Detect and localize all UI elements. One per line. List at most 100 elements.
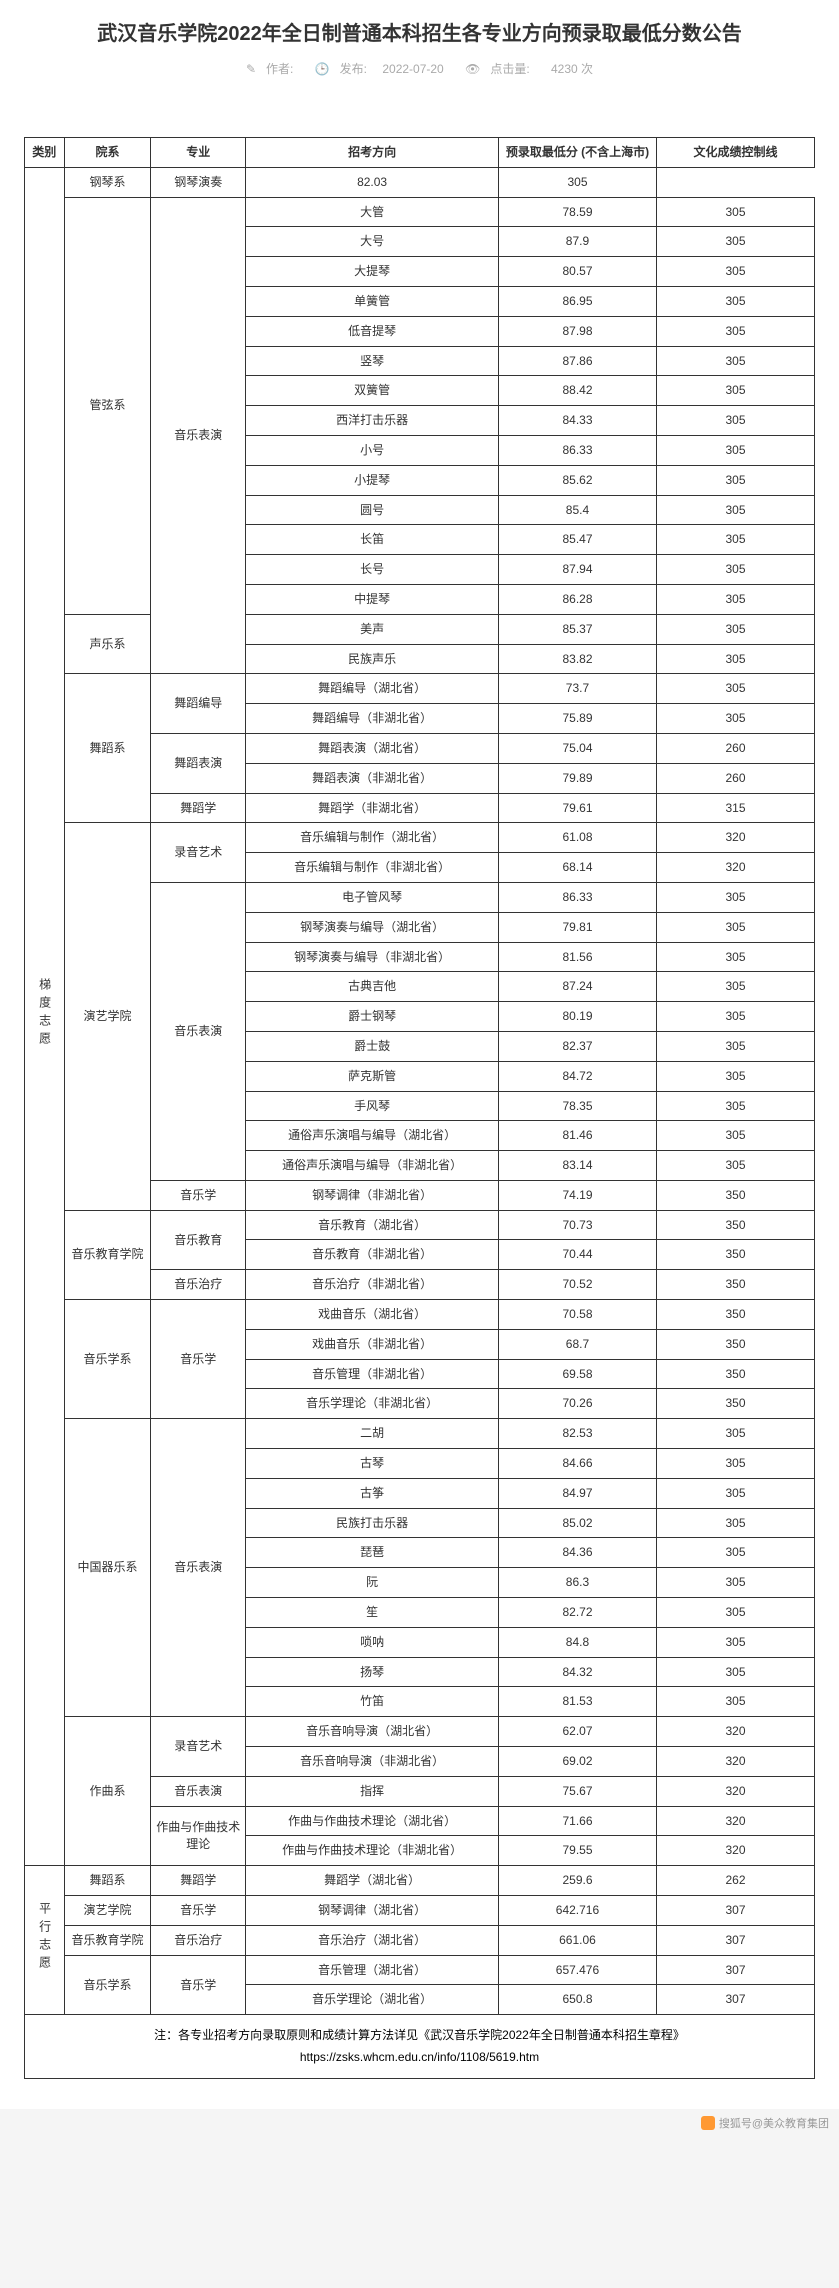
cell-line: 305 xyxy=(656,1627,814,1657)
cell-direction: 民族打击乐器 xyxy=(246,1508,499,1538)
cell-direction: 舞蹈编导（湖北省） xyxy=(246,674,499,704)
cell-dept: 音乐教育学院 xyxy=(64,1925,151,1955)
cell-line: 320 xyxy=(656,853,814,883)
cell-direction: 双簧管 xyxy=(246,376,499,406)
cell-dept: 中国器乐系 xyxy=(64,1419,151,1717)
cell-direction: 爵士鼓 xyxy=(246,1031,499,1061)
cell-direction: 音乐教育（非湖北省） xyxy=(246,1240,499,1270)
cell-direction: 单簧管 xyxy=(246,286,499,316)
cell-direction: 大提琴 xyxy=(246,257,499,287)
cell-score: 84.72 xyxy=(498,1061,656,1091)
cell-direction: 古典吉他 xyxy=(246,972,499,1002)
cell-score: 74.19 xyxy=(498,1180,656,1210)
cell-dept: 音乐学系 xyxy=(64,1300,151,1419)
cell-direction: 通俗声乐演唱与编导（湖北省） xyxy=(246,1121,499,1151)
cell-score: 70.26 xyxy=(498,1389,656,1419)
cell-direction: 小提琴 xyxy=(246,465,499,495)
cell-direction: 音乐管理（湖北省） xyxy=(246,1955,499,1985)
cell-direction: 长号 xyxy=(246,555,499,585)
cell-score: 650.8 xyxy=(498,1985,656,2015)
cell-line: 350 xyxy=(656,1359,814,1389)
cell-score: 70.58 xyxy=(498,1300,656,1330)
cell-major: 舞蹈表演 xyxy=(151,733,246,793)
cell-line: 305 xyxy=(656,1031,814,1061)
cell-direction: 通俗声乐演唱与编导（非湖北省） xyxy=(246,1151,499,1181)
cell-line: 260 xyxy=(656,763,814,793)
cell-major: 音乐学 xyxy=(151,1180,246,1210)
cell-direction: 钢琴演奏与编导（湖北省） xyxy=(246,912,499,942)
cell-dept: 钢琴系 xyxy=(64,167,151,197)
cell-line: 305 xyxy=(656,1478,814,1508)
cell-line: 305 xyxy=(656,1121,814,1151)
cell-direction: 中提琴 xyxy=(246,584,499,614)
cell-score: 61.08 xyxy=(498,823,656,853)
cell-direction: 电子管风琴 xyxy=(246,882,499,912)
cell-score: 80.19 xyxy=(498,1002,656,1032)
cell-line: 305 xyxy=(656,257,814,287)
table-row: 声乐系美声85.37305 xyxy=(25,614,815,644)
cell-score: 70.52 xyxy=(498,1270,656,1300)
cell-score: 84.97 xyxy=(498,1478,656,1508)
cell-major: 音乐表演 xyxy=(151,1419,246,1717)
cell-score: 87.98 xyxy=(498,316,656,346)
table-row: 音乐教育学院音乐教育音乐教育（湖北省）70.73350 xyxy=(25,1210,815,1240)
cell-major: 舞蹈学 xyxy=(151,793,246,823)
cell-score: 87.94 xyxy=(498,555,656,585)
cell-score: 79.89 xyxy=(498,763,656,793)
cell-line: 307 xyxy=(656,1985,814,2015)
publish-icon: 🕒发布: 2022-07-20 xyxy=(315,62,450,76)
cell-line: 320 xyxy=(656,1776,814,1806)
table-row: 音乐学系音乐学音乐管理（湖北省）657.476307 xyxy=(25,1955,815,1985)
cell-score: 84.8 xyxy=(498,1627,656,1657)
cell-direction: 钢琴演奏与编导（非湖北省） xyxy=(246,942,499,972)
cell-major: 音乐表演 xyxy=(151,882,246,1180)
cell-direction: 古筝 xyxy=(246,1478,499,1508)
cell-score: 68.7 xyxy=(498,1329,656,1359)
cell-score: 79.81 xyxy=(498,912,656,942)
cell-direction: 音乐音响导演（湖北省） xyxy=(246,1717,499,1747)
cell-direction: 竹笛 xyxy=(246,1687,499,1717)
cell-major: 音乐学 xyxy=(151,1896,246,1926)
th-line: 文化成绩控制线 xyxy=(656,138,814,168)
cell-line: 305 xyxy=(656,1598,814,1628)
table-row: 中国器乐系音乐表演二胡82.53305 xyxy=(25,1419,815,1449)
cell-line: 305 xyxy=(656,1687,814,1717)
cell-direction: 舞蹈学（非湖北省） xyxy=(246,793,499,823)
cell-score: 68.14 xyxy=(498,853,656,883)
cell-score: 75.04 xyxy=(498,733,656,763)
cell-line: 307 xyxy=(656,1955,814,1985)
table-row: 平行志愿舞蹈系舞蹈学舞蹈学（湖北省）259.6262 xyxy=(25,1866,815,1896)
cell-line: 305 xyxy=(656,1508,814,1538)
cell-score: 84.32 xyxy=(498,1657,656,1687)
cell-line: 305 xyxy=(656,1538,814,1568)
table-row: 音乐教育学院音乐治疗音乐治疗（湖北省）661.06307 xyxy=(25,1925,815,1955)
cell-score: 83.82 xyxy=(498,644,656,674)
cell-dept: 舞蹈系 xyxy=(64,1866,151,1896)
cell-direction: 美声 xyxy=(246,614,499,644)
cell-direction: 阮 xyxy=(246,1568,499,1598)
cell-dept: 舞蹈系 xyxy=(64,674,151,823)
cell-score: 82.37 xyxy=(498,1031,656,1061)
cell-line: 315 xyxy=(656,793,814,823)
cell-direction: 舞蹈学（湖北省） xyxy=(246,1866,499,1896)
cell-direction: 作曲与作曲技术理论（非湖北省） xyxy=(246,1836,499,1866)
cell-score: 69.02 xyxy=(498,1747,656,1777)
cell-line: 305 xyxy=(656,495,814,525)
cell-score: 75.67 xyxy=(498,1776,656,1806)
cell-direction: 手风琴 xyxy=(246,1091,499,1121)
cell-major: 作曲与作曲技术理论 xyxy=(151,1806,246,1866)
cell-line: 260 xyxy=(656,733,814,763)
cell-score: 84.33 xyxy=(498,406,656,436)
table-row: 梯度志愿钢琴系钢琴演奏82.03305 xyxy=(25,167,815,197)
cell-direction: 音乐编辑与制作（非湖北省） xyxy=(246,853,499,883)
cell-dept: 演艺学院 xyxy=(64,823,151,1210)
cell-line: 305 xyxy=(656,972,814,1002)
cell-direction: 钢琴调律（非湖北省） xyxy=(246,1180,499,1210)
th-dept: 院系 xyxy=(64,138,151,168)
cell-score: 87.86 xyxy=(498,346,656,376)
cell-score: 78.59 xyxy=(498,197,656,227)
th-direction: 招考方向 xyxy=(246,138,499,168)
cell-direction: 舞蹈表演（湖北省） xyxy=(246,733,499,763)
cell-line: 305 xyxy=(656,465,814,495)
cell-score: 70.73 xyxy=(498,1210,656,1240)
